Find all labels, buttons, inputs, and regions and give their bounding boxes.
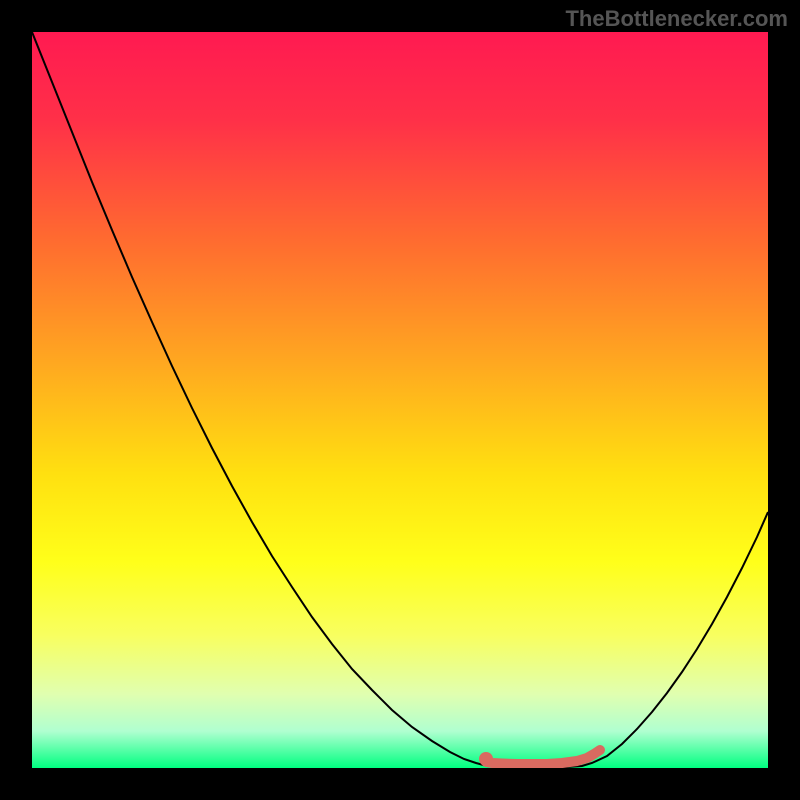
gradient-background	[32, 32, 768, 768]
chart-svg	[32, 32, 768, 768]
watermark-text: TheBottlenecker.com	[565, 6, 788, 32]
plot-area	[32, 32, 768, 768]
chart-container: TheBottlenecker.com	[0, 0, 800, 800]
marker-dot	[479, 752, 493, 766]
